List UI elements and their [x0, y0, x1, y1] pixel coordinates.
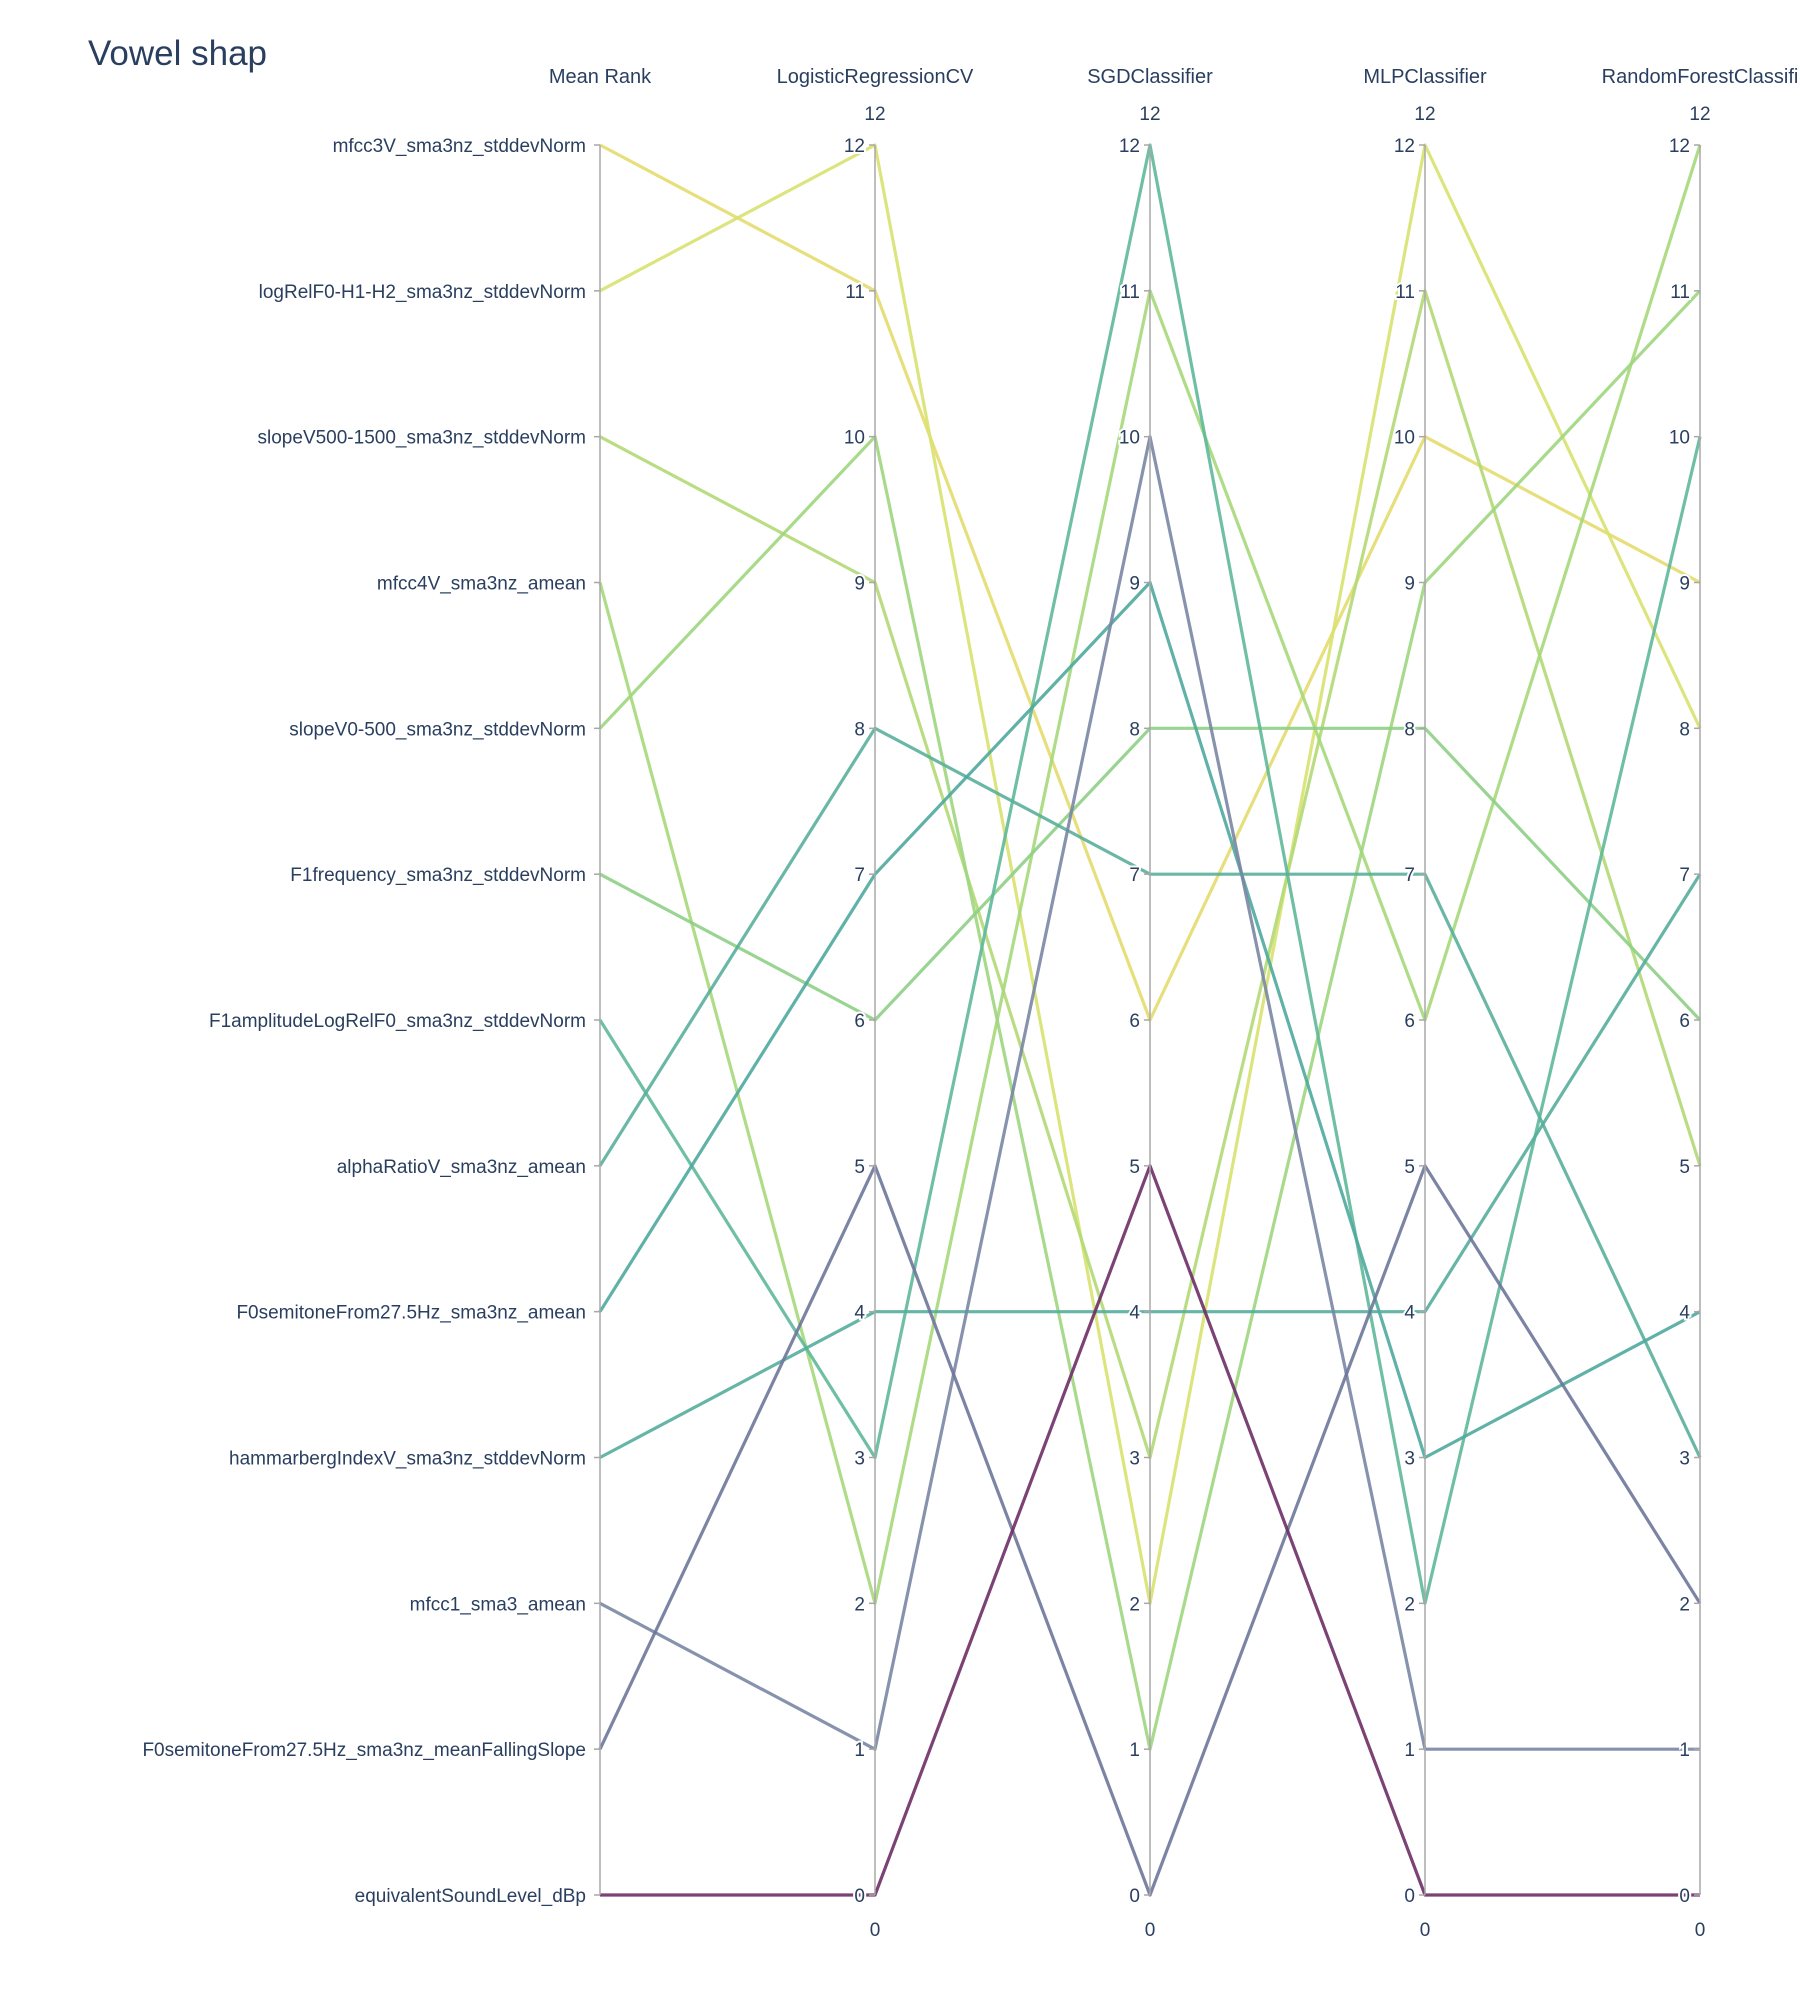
axis-title: Mean Rank: [549, 66, 652, 88]
axis-range-max-label: 12: [1414, 104, 1435, 125]
tick-label: 3: [1679, 1449, 1690, 1470]
tick-label: 6: [854, 1011, 865, 1032]
tick-label: 5: [1129, 1157, 1140, 1178]
tick-label: 5: [1679, 1157, 1690, 1178]
tick-label: 11: [845, 282, 865, 303]
feature-tick-label: mfcc1_sma3_amean: [410, 1594, 586, 1615]
tick-label: 3: [1129, 1449, 1140, 1470]
tick-label: 10: [1394, 428, 1415, 449]
tick-label: 8: [1679, 719, 1690, 740]
tick-label: 7: [1679, 865, 1690, 886]
tick-label: 9: [854, 574, 865, 595]
tick-label: 9: [1129, 574, 1140, 595]
tick-label: 7: [1129, 865, 1140, 886]
tick-label: 0: [1404, 1886, 1415, 1907]
tick-label: 7: [854, 865, 865, 886]
tick-label: 12: [1119, 136, 1140, 157]
feature-tick-label: F1amplitudeLogRelF0_sma3nz_stddevNorm: [209, 1011, 586, 1032]
feature-tick-label: slopeV0-500_sma3nz_stddevNorm: [289, 719, 586, 740]
tick-label: 6: [1404, 1011, 1415, 1032]
tick-label: 0: [854, 1886, 865, 1907]
tick-label: 4: [1129, 1303, 1140, 1324]
feature-tick-label: alphaRatioV_sma3nz_amean: [337, 1157, 586, 1178]
axis-title: SGDClassifier: [1087, 66, 1213, 88]
axis-range-min-label: 0: [1695, 1920, 1706, 1941]
axis-1[interactable]: Mean Rank mfcc3V_sma3nz_stddevNorm logRelF…: [142, 66, 652, 1907]
feature-tick-label: logRelF0-H1-H2_sma3nz_stddevNorm: [259, 282, 586, 303]
tick-label: 9: [1679, 574, 1690, 595]
feature-tick-label: F0semitoneFrom27.5Hz_sma3nz_meanFallingS…: [142, 1740, 586, 1761]
tick-label: 9: [1404, 574, 1415, 595]
tick-label: 1: [1679, 1740, 1690, 1761]
tick-label: 6: [1679, 1011, 1690, 1032]
axis-title: RandomForestClassifi: [1602, 66, 1799, 88]
axis-title: LogisticRegressionCV: [777, 66, 974, 88]
tick-label: 5: [854, 1157, 865, 1178]
feature-tick-label: hammarbergIndexV_sma3nz_stddevNorm: [229, 1449, 586, 1470]
tick-label: 8: [854, 719, 865, 740]
axis-range-min-label: 0: [1145, 1920, 1156, 1941]
tick-label: 3: [1404, 1449, 1415, 1470]
tick-label: 1: [1129, 1740, 1140, 1761]
tick-label: 2: [1404, 1594, 1415, 1615]
chart-title: Vowel shap: [88, 34, 268, 73]
tick-label: 2: [854, 1594, 865, 1615]
tick-label: 4: [1404, 1303, 1415, 1324]
tick-label: 3: [854, 1449, 865, 1470]
tick-label: 11: [1670, 282, 1690, 303]
tick-label: 1: [854, 1740, 865, 1761]
tick-label: 8: [1129, 719, 1140, 740]
tick-label: 11: [1120, 282, 1140, 303]
axis-title: MLPClassifier: [1363, 66, 1487, 88]
tick-label: 12: [1394, 136, 1415, 157]
feature-tick-label: F1frequency_sma3nz_stddevNorm: [290, 865, 586, 886]
tick-label: 0: [1129, 1886, 1140, 1907]
axes: Mean Rank mfcc3V_sma3nz_stddevNorm logRelF…: [142, 66, 1798, 1941]
tick-label: 0: [1679, 1886, 1690, 1907]
tick-label: 12: [844, 136, 865, 157]
feature-tick-label: equivalentSoundLevel_dBp: [355, 1886, 586, 1907]
tick-label: 1: [1404, 1740, 1415, 1761]
feature-tick-label: mfcc4V_sma3nz_amean: [377, 574, 586, 595]
axis-range-min-label: 0: [870, 1920, 881, 1941]
feature-tick-label: slopeV500-1500_sma3nz_stddevNorm: [258, 428, 586, 449]
tick-label: 8: [1404, 719, 1415, 740]
tick-label: 12: [1669, 136, 1690, 157]
tick-label: 5: [1404, 1157, 1415, 1178]
feature-tick-label: mfcc3V_sma3nz_stddevNorm: [333, 136, 586, 157]
tick-label: 4: [1679, 1303, 1690, 1324]
tick-label: 2: [1129, 1594, 1140, 1615]
feature-tick-label: F0semitoneFrom27.5Hz_sma3nz_amean: [236, 1303, 586, 1324]
tick-label: 10: [1669, 428, 1690, 449]
tick-label: 7: [1404, 865, 1415, 886]
tick-label: 2: [1679, 1594, 1690, 1615]
axis-range-max-label: 12: [1689, 104, 1710, 125]
axis-range-max-label: 12: [864, 104, 885, 125]
tick-label: 10: [844, 428, 865, 449]
tick-label: 6: [1129, 1011, 1140, 1032]
axis-range-min-label: 0: [1420, 1920, 1431, 1941]
tick-label: 10: [1119, 428, 1140, 449]
tick-label: 11: [1395, 282, 1415, 303]
axis-range-max-label: 12: [1139, 104, 1160, 125]
tick-label: 4: [854, 1303, 865, 1324]
